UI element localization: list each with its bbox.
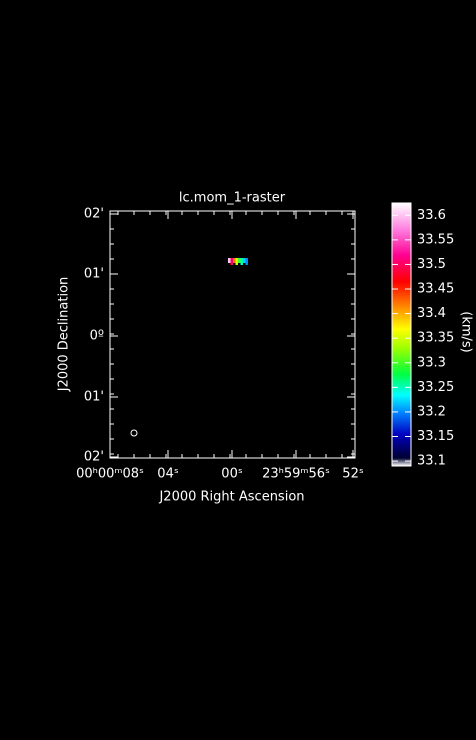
colorbar-tick-label: 33.55 — [417, 232, 454, 247]
x-tick-label: 52ˢ — [342, 467, 364, 482]
raster-pixel — [230, 258, 233, 265]
x-tick-label: 23ʰ59ᵐ56ˢ — [262, 467, 330, 482]
y-tick-label: 0º — [90, 329, 104, 344]
raster-pixel — [233, 258, 236, 263]
colorbar-tick-label: 33.15 — [417, 429, 454, 444]
x-tick-label: 00ˢ — [221, 467, 243, 482]
colorbar-tick-label: 33.45 — [417, 282, 454, 297]
colorbar-tick-label: 33.35 — [417, 331, 454, 346]
colorbar-label: (km/s) — [459, 311, 474, 353]
colorbar — [391, 202, 412, 467]
y-tick-label: 02' — [84, 450, 104, 465]
colorbar-tick-label: 33.25 — [417, 380, 454, 395]
y-tick-label: 02' — [84, 207, 104, 222]
colorbar-tick-label: 33.2 — [417, 404, 446, 419]
raster-pixel — [245, 258, 248, 265]
x-axis-label: J2000 Right Ascension — [158, 490, 304, 505]
y-tick-label: 01' — [84, 390, 104, 405]
x-tick-label: 04ˢ — [157, 467, 179, 482]
colorbar-tick-label: 33.6 — [417, 208, 446, 223]
colorbar-tick-label: 33.1 — [417, 454, 446, 469]
x-tick-label: 00ʰ00ᵐ08ˢ — [76, 467, 144, 482]
raster-pixel — [235, 258, 238, 265]
raster-pixel — [228, 258, 231, 263]
y-tick-label: 01' — [84, 267, 104, 282]
beam — [130, 429, 138, 437]
raster-pixel — [240, 258, 243, 265]
raster-pixel — [238, 258, 241, 263]
y-axis-label: J2000 Declination — [57, 277, 72, 393]
raster-pixel — [243, 258, 246, 263]
plot-frame — [109, 210, 356, 459]
colorbar-tick-label: 33.5 — [417, 257, 446, 272]
chart-title: lc.mom_1-raster — [179, 191, 286, 206]
colorbar-tick-label: 33.4 — [417, 306, 446, 321]
colorbar-tick-label: 33.3 — [417, 355, 446, 370]
